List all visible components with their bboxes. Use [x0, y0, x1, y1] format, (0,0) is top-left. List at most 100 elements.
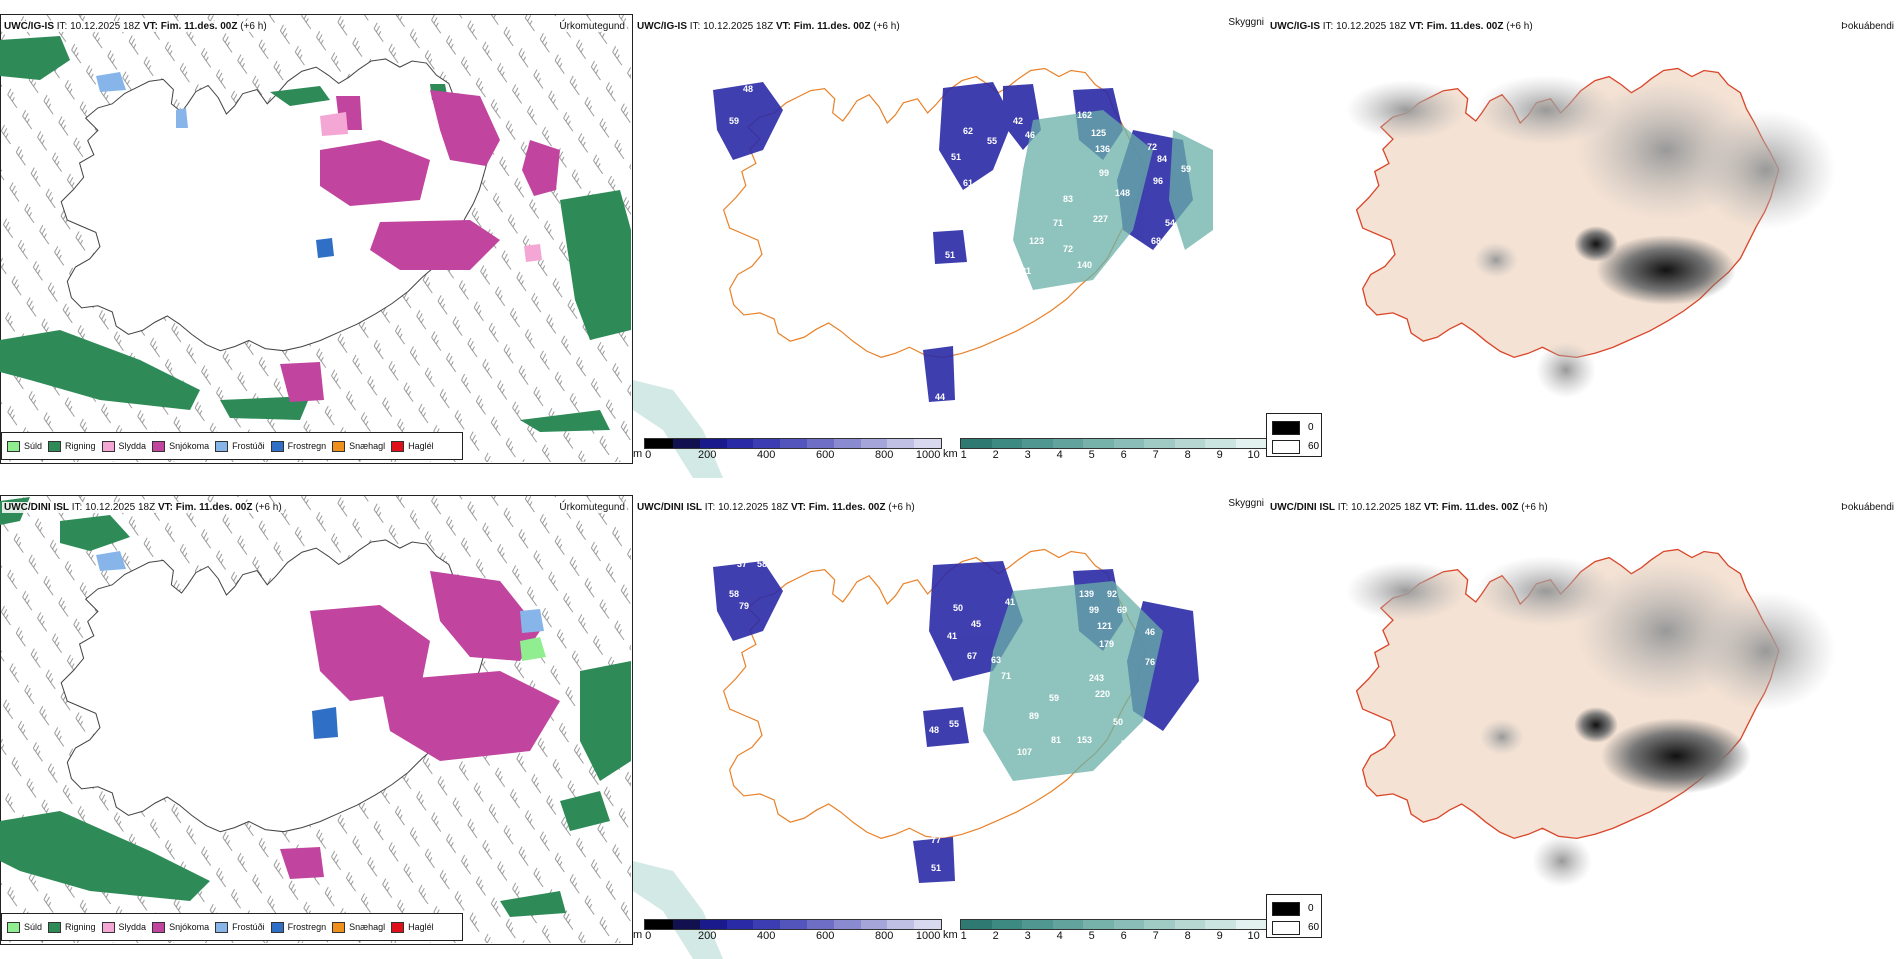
legend-item: Snjókoma [152, 440, 210, 452]
color-step [1235, 439, 1266, 448]
cloud-label: 83 [1063, 194, 1073, 204]
tick-label: 3 [1024, 930, 1031, 942]
tick-label: 800 [874, 449, 894, 461]
cloud-label: 243 [1089, 673, 1104, 683]
cloud-label: 89 [1029, 711, 1039, 721]
color-step [914, 439, 942, 448]
frozen-drizzle-areas [96, 72, 334, 258]
tick-label: 200 [697, 449, 717, 461]
fog-shading [1346, 75, 1836, 398]
color-step [726, 920, 754, 929]
legend-item: Rigning [48, 921, 96, 933]
tick-label: 400 [756, 930, 776, 942]
lead-time: (+6 h) [255, 502, 282, 513]
visibility-unit: km [943, 448, 958, 460]
swatch [1272, 420, 1300, 435]
legend-label: Frostúði [232, 441, 265, 451]
cloud-label: 59 [1049, 693, 1059, 703]
vt-label: VT: [775, 21, 791, 32]
visibility-label: Skyggni [1226, 17, 1266, 28]
legend-label: Slydda [118, 441, 147, 451]
map-frame [0, 495, 633, 945]
cloud-label: 72 [1063, 244, 1073, 254]
cloud-label: 99 [1099, 168, 1109, 178]
legend-label: 0 [1308, 422, 1314, 433]
legend-label: Súld [24, 441, 43, 451]
tick-label: 600 [815, 930, 835, 942]
cloud-label: 51 [945, 250, 955, 260]
swatch [391, 440, 405, 452]
cloud-label: 79 [739, 601, 749, 611]
vt-label: VT: [157, 502, 173, 513]
fog-legend: 0 60 [1266, 413, 1322, 457]
vt-value: Fim. 11.des. 00Z [175, 502, 253, 513]
colorbar-swatches [959, 438, 1268, 449]
cloud-label: 91 [915, 366, 925, 376]
cloud-label: 42 [869, 725, 879, 735]
legend-label: Rigning [65, 441, 96, 451]
legend-label: Frostregn [287, 922, 327, 932]
swatch [1272, 920, 1300, 935]
fog-legend-item: 60 [1272, 918, 1321, 937]
tick-label: 600 [815, 449, 835, 461]
color-step [1235, 920, 1266, 929]
color-step [1174, 439, 1205, 448]
cloud-label: 58 [757, 559, 767, 569]
colorbar-swatches [644, 438, 943, 449]
model-name: UWC/IG-IS [1270, 21, 1320, 32]
cloud-base-unit: m [633, 929, 643, 941]
colorbar-body: 0 200 400 600 800 1000 [644, 438, 943, 461]
it-label: IT: [689, 21, 701, 32]
frozen-drizzle-areas [96, 551, 544, 739]
cloud-label: 68 [1151, 236, 1161, 246]
color-step [887, 439, 915, 448]
lead-time: (+6 h) [1506, 21, 1533, 32]
cloud-label: 81 [1021, 266, 1031, 276]
color-step [645, 439, 673, 448]
cloud-label: 139 [1079, 589, 1094, 599]
lead-time: (+6 h) [888, 502, 915, 513]
cloud-label: 58 [729, 589, 739, 599]
precip-type-label: Úrkomutegund [557, 502, 627, 513]
model-name: UWC/DINI ISL [637, 502, 702, 513]
cloud-label: 59 [729, 116, 739, 126]
precip-legend: Súld Rigning Slydda Snjókoma Frostúði Fr… [1, 432, 463, 460]
cloud-label: 148 [1115, 188, 1130, 198]
map-title: UWC/IG-IS IT: 10.12.2025 18Z VT: Fim. 11… [635, 21, 902, 32]
color-step [1143, 920, 1175, 929]
cloud-label: 54 [1165, 218, 1175, 228]
cloud-label: 55 [987, 136, 997, 146]
color-step [1052, 439, 1083, 448]
it-label: IT: [1322, 21, 1334, 32]
cloud-label: 50 [953, 603, 963, 613]
legend-label: Haglél [408, 441, 434, 451]
fog-indicator-panel-top: UWC/IG-IS IT: 10.12.2025 18Z VT: Fim. 11… [1266, 0, 1900, 478]
cloud-label: 136 [1095, 144, 1110, 154]
color-step [887, 920, 915, 929]
lead-time: (+6 h) [873, 21, 900, 32]
cloud-label: 69 [1117, 605, 1127, 615]
legend-label: Frostúði [232, 922, 265, 932]
sleet-areas [320, 112, 542, 262]
visibility-label: Skyggni [1226, 498, 1266, 509]
tick-label: 0 [645, 930, 652, 942]
it-value: 10.12.2025 18Z [85, 502, 156, 513]
cloud-label: 65 [1147, 264, 1157, 274]
color-step [1143, 439, 1175, 448]
tick-label: 1000 [915, 930, 941, 942]
vt-value: Fim. 11.des. 00Z [793, 21, 871, 32]
legend-label: Snjókoma [169, 441, 210, 451]
tick-label: 10 [1247, 449, 1260, 461]
color-step [914, 920, 942, 929]
cloud-label: 59 [1181, 164, 1191, 174]
rain-areas [0, 36, 631, 432]
cloud-label: 44 [861, 244, 871, 254]
tick-label: 0 [645, 449, 652, 461]
cloud-base-visibility-panel-top: 48 59 62 55 51 61 79 97 42 46 162 125 13… [633, 0, 1266, 478]
legend-label: Slydda [118, 922, 147, 932]
cloud-label: 62 [963, 126, 973, 136]
tick-label: 1000 [915, 449, 941, 461]
visibility-areas [1013, 110, 1213, 290]
cloud-label: 79 [995, 172, 1005, 182]
map-title: UWC/IG-IS IT: 10.12.2025 18Z VT: Fim. 11… [2, 21, 269, 32]
